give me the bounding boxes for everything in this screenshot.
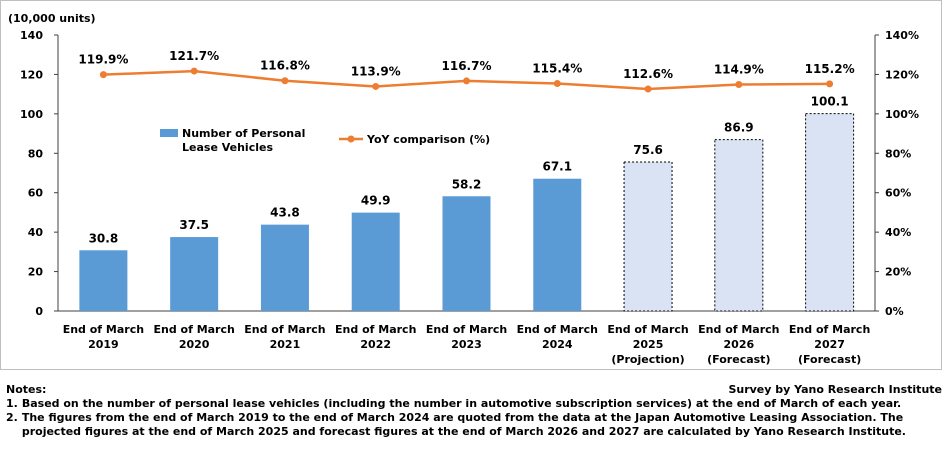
y-axis-unit-label: (10,000 units) [8, 12, 96, 25]
notes-heading: Notes: [6, 383, 47, 396]
note-number: 1. [6, 397, 18, 410]
x-axis-category-label: (Forecast) [798, 353, 861, 366]
yoy-value-label: 116.7% [442, 59, 492, 73]
bar-value-label: 30.8 [89, 231, 119, 245]
bar-value-label: 67.1 [542, 160, 572, 174]
yoy-marker [99, 71, 107, 79]
right-axis-tick-label: 60% [885, 187, 911, 200]
x-axis-category-label: End of March [335, 323, 416, 336]
x-axis-category-label: End of March [517, 323, 598, 336]
x-axis-category-label: 2025 [633, 338, 664, 351]
x-axis-category-label: End of March [698, 323, 779, 336]
x-axis-category-label: 2024 [542, 338, 573, 351]
yoy-value-label: 119.9% [78, 53, 128, 67]
x-axis-category-label: End of March [63, 323, 144, 336]
yoy-marker [644, 85, 652, 93]
bar-value-label: 43.8 [270, 206, 300, 220]
right-axis-tick-label: 100% [885, 108, 919, 121]
yoy-marker [372, 82, 380, 90]
left-axis-tick-label: 60 [28, 187, 44, 200]
chart: (10,000 units) 0 20 40 60 80 100 120 140 0% 20% 40%… [0, 0, 942, 370]
yoy-marker [281, 77, 289, 85]
yoy-marker [735, 80, 743, 88]
note-text: Based on the number of personal lease ve… [21, 397, 902, 410]
left-axis-tick-label: 0 [35, 305, 43, 318]
x-axis-category-label: 2019 [88, 338, 119, 351]
x-axis-category-label: End of March [426, 323, 507, 336]
x-axis-category-label: (Forecast) [707, 353, 770, 366]
yoy-marker [553, 79, 561, 87]
bar-value-label: 100.1 [811, 95, 849, 109]
left-axis-tick-label: 140 [20, 29, 43, 42]
yoy-value-label: 115.4% [532, 61, 582, 75]
right-axis-tick-label: 20% [885, 266, 911, 279]
legend-bar-swatch [160, 129, 178, 137]
yoy-value-label: 112.6% [623, 67, 673, 81]
x-axis-category-label: 2023 [451, 338, 482, 351]
bar-value-label: 49.9 [361, 194, 391, 208]
bar-value-label: 58.2 [452, 177, 482, 191]
bar-value-label: 37.5 [179, 218, 209, 232]
legend-bar-label-line2: Lease Vehicles [182, 141, 273, 154]
x-axis-category-label: End of March [607, 323, 688, 336]
bar-value-label: 86.9 [724, 121, 754, 135]
yoy-value-label: 116.8% [260, 59, 310, 73]
source-credit: Survey by Yano Research Institute [728, 383, 942, 396]
right-axis-tick-label: 140% [885, 29, 919, 42]
bar [351, 212, 400, 311]
yoy-marker [463, 77, 470, 85]
bar-projected [805, 113, 855, 312]
x-axis-category-label: 2026 [724, 338, 755, 351]
left-axis-tick-label: 80 [28, 147, 44, 160]
yoy-value-label: 113.9% [351, 64, 401, 78]
note-number: 2. [6, 411, 18, 424]
right-axis-tick-label: 40% [885, 226, 911, 239]
x-axis-category-label: 2022 [360, 338, 391, 351]
legend-line-marker [347, 135, 355, 143]
note-item-2: 2. The figures from the end of March 201… [6, 411, 942, 439]
bar-projected [714, 139, 764, 312]
bar-value-label: 75.6 [633, 143, 663, 157]
right-axis-tick-label: 0% [885, 305, 904, 318]
bar [442, 196, 491, 311]
right-axis-tick-label: 120% [885, 68, 919, 81]
left-axis-tick-label: 120 [20, 68, 43, 81]
x-axis-category-label: End of March [153, 323, 234, 336]
bar [170, 237, 219, 311]
chart-border [0, 0, 942, 370]
yoy-marker [826, 80, 834, 88]
bar [533, 178, 582, 311]
bar-projected [623, 161, 673, 312]
left-axis-tick-label: 40 [28, 226, 44, 239]
x-axis-category-label: End of March [244, 323, 325, 336]
left-axis-tick-label: 100 [20, 108, 43, 121]
notes-block: Notes: Survey by Yano Research Institute… [6, 383, 942, 439]
x-axis-category-label: (Projection) [611, 353, 684, 366]
x-axis-category-label: 2021 [270, 338, 301, 351]
yoy-value-label: 114.9% [714, 62, 764, 76]
bar [260, 224, 309, 311]
yoy-marker [190, 67, 198, 75]
right-axis-tick-label: 80% [885, 147, 911, 160]
legend-bar-label-line1: Number of Personal [182, 127, 305, 140]
x-axis-category-label: End of March [789, 323, 870, 336]
x-axis-category-label: 2027 [814, 338, 845, 351]
bar [79, 250, 128, 311]
left-axis-tick-label: 20 [28, 266, 44, 279]
yoy-value-label: 121.7% [169, 49, 219, 63]
yoy-value-label: 115.2% [805, 62, 855, 76]
x-axis-category-label: 2020 [179, 338, 210, 351]
chart-svg: (10,000 units) 0 20 40 60 80 100 120 140 0% 20% 40%… [0, 0, 942, 370]
note-item-1: 1. Based on the number of personal lease… [6, 397, 942, 411]
note-text: The figures from the end of March 2019 t… [21, 411, 906, 438]
legend-line-label: YoY comparison (%) [366, 133, 490, 146]
